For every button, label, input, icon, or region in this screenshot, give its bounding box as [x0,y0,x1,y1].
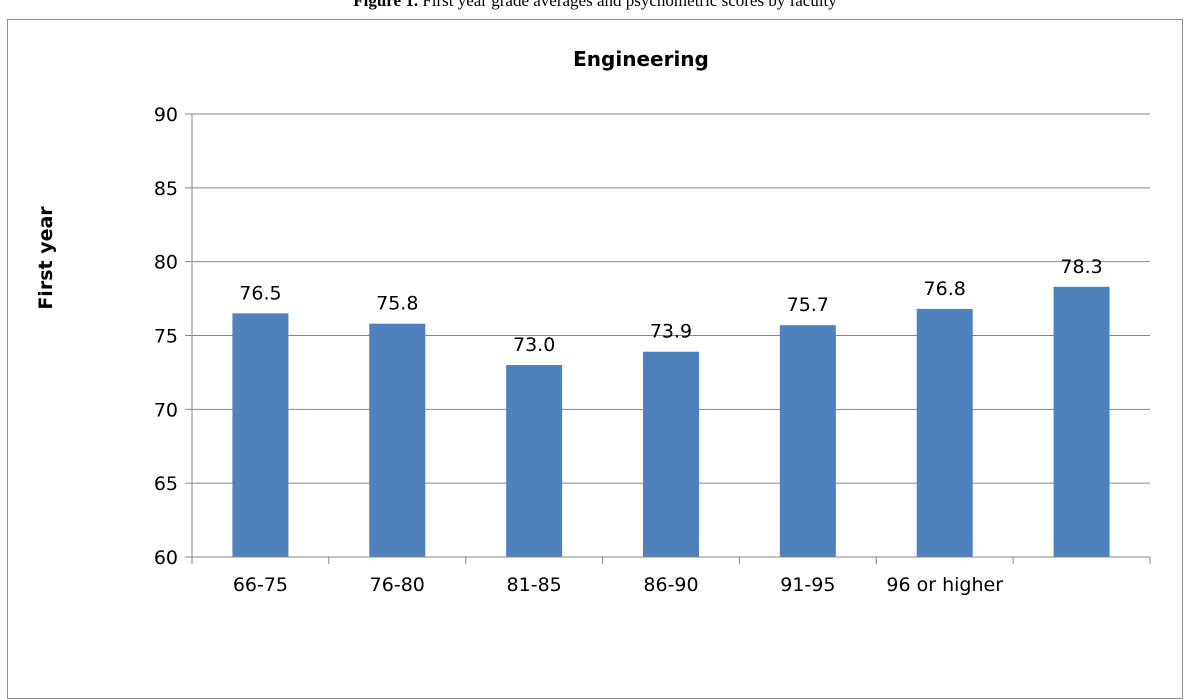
x-tick-label: 91-95 [780,574,835,596]
data-label: 75.8 [376,293,418,315]
figure-caption: Figure 1. First year grade averages and … [0,0,1190,11]
bar-4 [643,351,699,557]
bar-3 [506,365,563,557]
bars [232,286,1110,557]
y-axis-label: First year [35,206,57,310]
data-label: 76.8 [924,278,966,300]
x-tick-label: 66-75 [233,574,288,596]
x-tick-label: 86-90 [643,574,698,596]
y-tick-label: 60 [154,547,178,569]
x-tick-label: 96 or higher [886,574,1003,596]
x-tick-labels: 66-75 76-80 81-85 86-90 91-95 96 or higher [233,574,1003,596]
figure-caption-label: Figure 1. [353,0,419,10]
y-tick-label: 80 [154,252,178,274]
chart-frame: Engineering First year 60 65 70 75 80 85 90 66… [7,19,1183,699]
y-tick-label: 65 [154,473,178,495]
gridlines [192,113,1150,484]
figure-caption-text: First year grade averages and psychometr… [422,0,837,10]
axes [185,113,1151,564]
y-tick-labels: 60 65 70 75 80 85 90 [154,104,178,569]
bar-chart: Engineering First year 60 65 70 75 80 85 90 66… [35,47,1151,596]
bar-7 [1053,286,1110,557]
y-tick-label: 75 [154,326,178,348]
bar-5 [779,325,836,557]
y-tick-label: 70 [154,399,178,421]
data-label: 73.0 [513,334,555,356]
chart-title: Engineering [573,47,709,71]
y-tick-label: 90 [154,104,178,126]
data-label: 75.7 [787,294,829,316]
data-label: 78.3 [1060,256,1102,278]
bar-6 [916,308,973,557]
y-tick-label: 85 [154,178,178,200]
data-label: 76.5 [239,282,281,304]
data-label: 73.9 [650,321,692,343]
data-labels: 76.5 75.8 73.0 73.9 75.7 76.8 78.3 [239,256,1102,356]
x-tick-label: 76-80 [370,574,425,596]
bar-2 [369,323,426,557]
x-tick-label: 81-85 [507,574,562,596]
bar-1 [232,313,289,557]
